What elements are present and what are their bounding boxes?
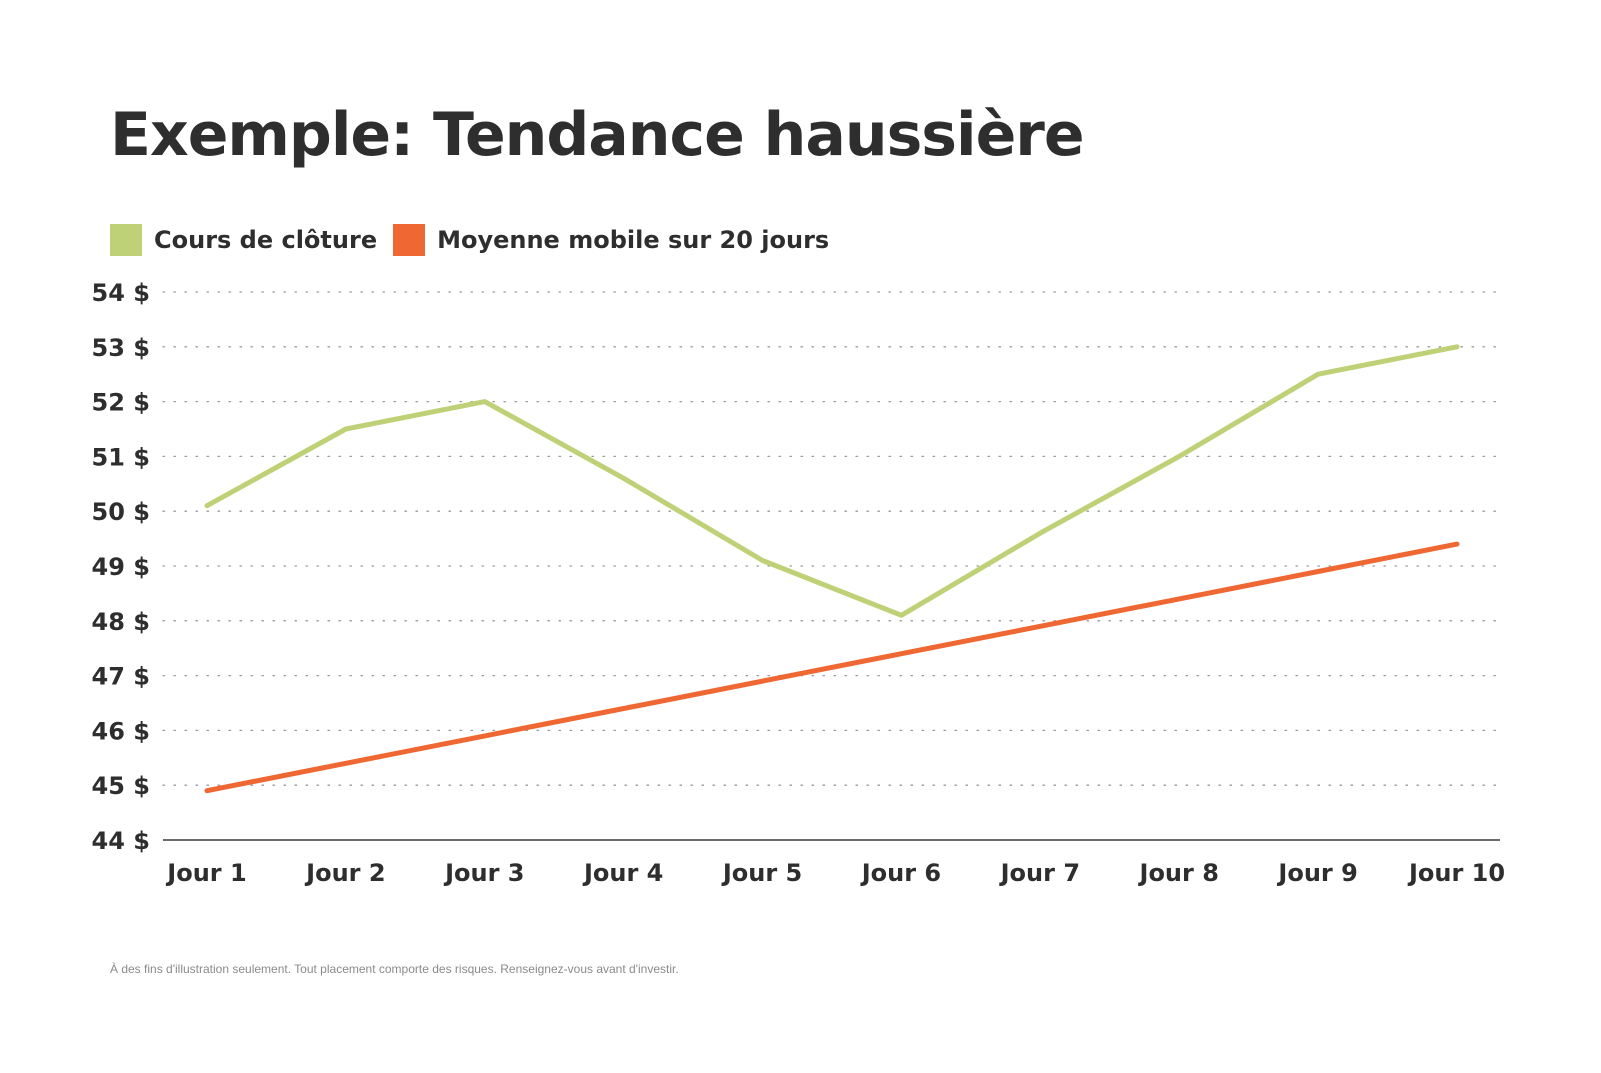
y-tick-label: 44 $ (92, 827, 150, 855)
y-tick-label: 50 $ (92, 498, 150, 526)
series-lines (204, 344, 1460, 794)
x-tick-label: Jour 6 (860, 859, 941, 887)
tick-labels: 44 $ 45 $ 46 $ 47 $ 48 $ 49 $ 50 $ 51 $ 52 $ 53 $… (92, 279, 1506, 887)
y-tick-label: 51 $ (92, 443, 150, 471)
legend-item-closing-price: Cours de clôture (110, 224, 377, 256)
legend: Cours de clôture Moyenne mobile sur 20 j… (110, 224, 845, 256)
x-tick-label: Jour 1 (165, 859, 246, 887)
y-tick-label: 47 $ (92, 663, 150, 691)
y-tick-label: 45 $ (92, 772, 150, 800)
x-tick-label: Jour 7 (999, 859, 1080, 887)
y-tick-label: 49 $ (92, 553, 150, 581)
series-line-moving-average (204, 541, 1460, 794)
x-tick-label: Jour 9 (1276, 859, 1357, 887)
x-tick-label: Jour 3 (443, 859, 524, 887)
y-tick-label: 46 $ (92, 717, 150, 745)
x-tick-label: Jour 2 (304, 859, 385, 887)
legend-swatch-closing-price (110, 224, 142, 256)
grid-lines (162, 291, 1501, 786)
y-tick-label: 53 $ (92, 334, 150, 362)
legend-swatch-moving-average (393, 224, 426, 256)
x-tick-label: Jour 10 (1407, 859, 1505, 887)
y-tick-label: 52 $ (92, 389, 150, 417)
legend-label-closing-price: Cours de clôture (154, 226, 378, 254)
y-tick-label: 48 $ (92, 608, 150, 636)
y-tick-label: 54 $ (92, 279, 150, 307)
legend-item-moving-average: Moyenne mobile sur 20 jours (393, 224, 829, 256)
legend-label-moving-average: Moyenne mobile sur 20 jours (437, 226, 830, 254)
x-tick-label: Jour 5 (721, 859, 802, 887)
series-line-closing-price (204, 344, 1460, 618)
x-tick-label: Jour 4 (582, 859, 663, 887)
x-tick-label: Jour 8 (1138, 859, 1219, 887)
chart-title: Exemple: Tendance haussière (110, 100, 1085, 170)
disclaimer-footnote: À des fins d'illustration seulement. Tou… (110, 962, 679, 976)
